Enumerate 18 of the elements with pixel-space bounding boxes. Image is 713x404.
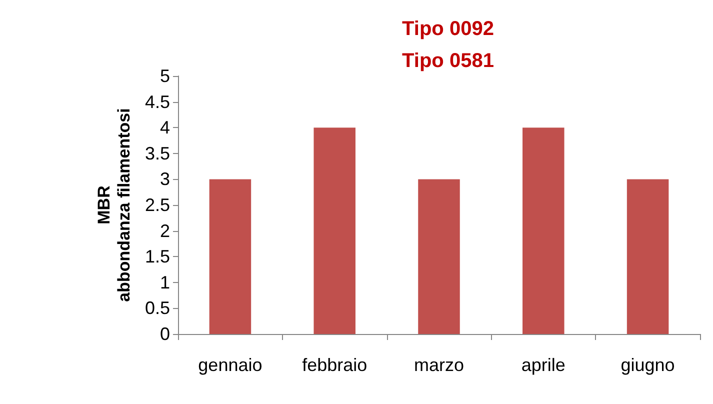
y-tick-label: 1.5	[144, 246, 170, 267]
chart-title: Tipo 0092 Tipo 0581	[402, 18, 494, 72]
x-tick-label: giugno	[620, 355, 675, 375]
y-tick-label: 1	[160, 272, 170, 292]
y-tick-label: 4.5	[144, 92, 170, 112]
y-tick-label: 2.5	[144, 195, 170, 215]
x-tick-label: febbraio	[302, 355, 368, 375]
x-tick-label: gennaio	[198, 355, 262, 375]
y-tick-label: 3	[160, 169, 170, 190]
y-tick-label: 0	[160, 324, 170, 344]
y-tick-label: 2	[160, 220, 170, 241]
y-tick-label: 3.5	[144, 143, 170, 164]
y-tick-label: 4	[160, 118, 170, 138]
y-axis-title: MBR abbondanza filamentosi	[94, 108, 134, 302]
y-tick-label: 0.5	[144, 298, 170, 318]
x-tick-label: marzo	[414, 355, 464, 375]
x-tick-label: aprile	[521, 355, 566, 375]
y-tick-label: 5	[160, 66, 170, 86]
